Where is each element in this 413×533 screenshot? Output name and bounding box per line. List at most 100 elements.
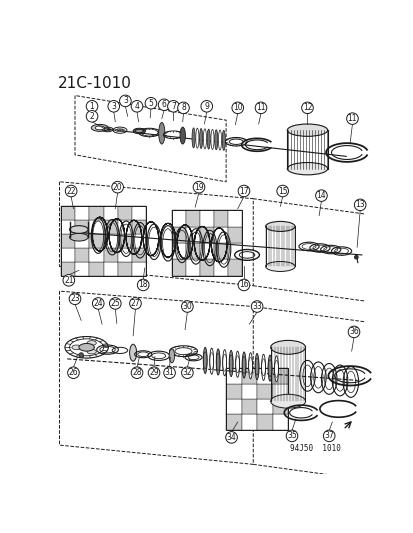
Ellipse shape <box>222 350 226 376</box>
Circle shape <box>145 98 157 109</box>
Bar <box>103 220 118 234</box>
Circle shape <box>354 255 357 259</box>
Circle shape <box>177 102 189 114</box>
Circle shape <box>285 430 297 442</box>
Circle shape <box>67 367 79 378</box>
Ellipse shape <box>195 128 198 148</box>
Bar <box>227 260 241 276</box>
Bar <box>225 414 241 430</box>
Bar <box>272 368 287 384</box>
Bar <box>132 234 146 248</box>
Bar <box>103 234 118 248</box>
Ellipse shape <box>69 225 88 233</box>
Bar <box>89 220 103 234</box>
Bar <box>213 260 227 276</box>
Text: 20: 20 <box>112 183 122 192</box>
Ellipse shape <box>270 341 305 354</box>
Circle shape <box>131 367 142 378</box>
Circle shape <box>315 190 326 201</box>
Ellipse shape <box>199 128 202 149</box>
Circle shape <box>131 101 142 112</box>
Ellipse shape <box>115 130 117 131</box>
Ellipse shape <box>265 262 294 271</box>
Text: 3: 3 <box>111 102 116 111</box>
Ellipse shape <box>209 348 213 374</box>
Ellipse shape <box>235 351 239 377</box>
Ellipse shape <box>117 131 119 132</box>
Text: 94J50  1010: 94J50 1010 <box>290 444 340 453</box>
Ellipse shape <box>122 130 124 131</box>
Bar <box>132 220 146 234</box>
Bar <box>227 227 241 243</box>
Bar <box>199 210 213 227</box>
Text: 11: 11 <box>347 114 356 123</box>
Circle shape <box>63 274 74 286</box>
Ellipse shape <box>287 124 327 136</box>
Ellipse shape <box>274 356 278 382</box>
Ellipse shape <box>242 352 245 378</box>
Ellipse shape <box>87 341 96 345</box>
Text: 35: 35 <box>287 431 296 440</box>
Circle shape <box>231 102 243 114</box>
Bar <box>75 248 89 262</box>
Text: 18: 18 <box>138 280 147 289</box>
Text: 33: 33 <box>252 302 261 311</box>
Bar <box>132 206 146 220</box>
Bar <box>227 210 241 227</box>
Circle shape <box>346 113 357 124</box>
Circle shape <box>92 297 104 309</box>
Bar <box>89 262 103 276</box>
Text: 22: 22 <box>66 187 76 196</box>
Bar <box>132 262 146 276</box>
Bar <box>272 399 287 414</box>
Bar <box>171 210 185 227</box>
Ellipse shape <box>158 123 164 144</box>
Ellipse shape <box>121 129 124 130</box>
Ellipse shape <box>120 131 123 132</box>
Ellipse shape <box>229 139 242 144</box>
Bar <box>118 220 132 234</box>
Ellipse shape <box>261 354 265 381</box>
Bar <box>199 227 213 243</box>
Ellipse shape <box>119 128 121 130</box>
Ellipse shape <box>116 129 118 130</box>
Bar <box>225 368 287 430</box>
Text: 19: 19 <box>194 183 203 192</box>
Circle shape <box>79 353 83 357</box>
Ellipse shape <box>222 131 225 150</box>
Circle shape <box>69 293 81 304</box>
Text: 4: 4 <box>134 102 139 111</box>
Text: 17: 17 <box>239 187 248 196</box>
Bar <box>256 384 272 399</box>
Circle shape <box>193 181 204 193</box>
Bar <box>213 210 227 227</box>
Circle shape <box>86 110 97 122</box>
Circle shape <box>109 297 121 309</box>
Bar <box>75 262 89 276</box>
Bar <box>103 206 118 220</box>
Circle shape <box>108 101 119 112</box>
Ellipse shape <box>248 353 252 379</box>
Circle shape <box>158 99 169 110</box>
Text: 16: 16 <box>239 280 248 289</box>
Bar <box>61 248 75 262</box>
Text: 24: 24 <box>93 299 103 308</box>
Bar <box>75 220 89 234</box>
Text: 13: 13 <box>354 200 364 209</box>
Bar <box>225 384 241 399</box>
Text: 5: 5 <box>148 99 153 108</box>
Ellipse shape <box>287 163 327 175</box>
Circle shape <box>323 430 334 442</box>
Circle shape <box>137 279 149 290</box>
Text: 28: 28 <box>132 368 141 377</box>
Ellipse shape <box>79 343 94 351</box>
Ellipse shape <box>180 127 185 144</box>
Bar <box>61 220 75 234</box>
Bar <box>241 399 256 414</box>
Bar <box>118 234 132 248</box>
Text: 1: 1 <box>90 102 94 111</box>
Bar <box>89 206 103 220</box>
Ellipse shape <box>192 128 195 148</box>
Ellipse shape <box>129 344 136 361</box>
Text: 31: 31 <box>164 368 174 377</box>
